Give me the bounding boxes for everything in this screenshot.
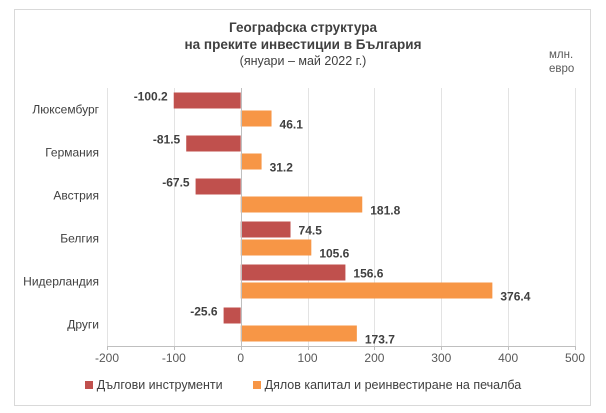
legend-label-equity: Дялов капитал и реинвестиране на печалба — [264, 378, 522, 392]
x-tick-label: 300 — [431, 351, 451, 365]
data-label: 31.2 — [270, 161, 294, 175]
legend-swatch-equity — [252, 381, 261, 389]
category-label: Нидерландия — [23, 275, 99, 289]
x-tick-label: 0 — [237, 351, 244, 365]
category-label: Люксембург — [32, 103, 99, 117]
unit-label: млн. евро — [549, 48, 574, 76]
data-label: 181.8 — [370, 204, 400, 218]
data-label: 74.5 — [299, 224, 323, 238]
bar-debt — [223, 307, 241, 324]
bar-equity — [240, 153, 262, 170]
bar-equity — [240, 196, 363, 213]
unit-label-line2: евро — [549, 63, 575, 75]
category-label: Германия — [45, 146, 99, 160]
category-label: Белгия — [60, 232, 99, 246]
data-label: 46.1 — [280, 118, 304, 132]
chart-title: Географска структура — [229, 20, 377, 35]
data-label: -100.2 — [134, 90, 168, 104]
bar-debt — [186, 135, 241, 152]
category-label: Други — [67, 318, 99, 332]
bar-equity — [240, 239, 312, 256]
bar-debt — [240, 221, 291, 238]
x-tick-label: 400 — [498, 351, 518, 365]
data-label: -25.6 — [190, 305, 218, 319]
bar-equity — [240, 282, 493, 299]
legend-swatch-debt — [84, 381, 93, 389]
chart-subtitle: на преките инвестиции в България — [184, 37, 422, 52]
data-label: -81.5 — [153, 133, 181, 147]
bar-equity — [240, 325, 357, 342]
x-tick-label: -100 — [162, 351, 186, 365]
x-tick-label: 500 — [565, 351, 585, 365]
data-label: 173.7 — [365, 333, 395, 347]
legend-label-debt: Дългови инструменти — [96, 378, 223, 392]
legend-item-debt: Дългови инструменти — [84, 378, 223, 392]
legend: Дългови инструменти Дялов капитал и реин… — [0, 378, 606, 392]
data-label: 156.6 — [353, 267, 383, 281]
unit-label-line1: млн. — [549, 49, 574, 61]
category-label: Австрия — [53, 189, 99, 203]
bar-debt — [195, 178, 241, 195]
chart-period: (януари – май 2022 г.) — [239, 54, 367, 68]
bar-debt — [173, 92, 241, 109]
legend-item-equity: Дялов капитал и реинвестиране на печалба — [252, 378, 522, 392]
data-label: 376.4 — [500, 290, 530, 304]
x-tick-label: -200 — [95, 351, 119, 365]
x-tick-label: 100 — [298, 351, 318, 365]
bar-debt — [240, 264, 346, 281]
x-tick-label: 200 — [364, 351, 384, 365]
data-label: 105.6 — [319, 247, 349, 261]
bar-equity — [240, 110, 272, 127]
data-label: -67.5 — [162, 176, 190, 190]
